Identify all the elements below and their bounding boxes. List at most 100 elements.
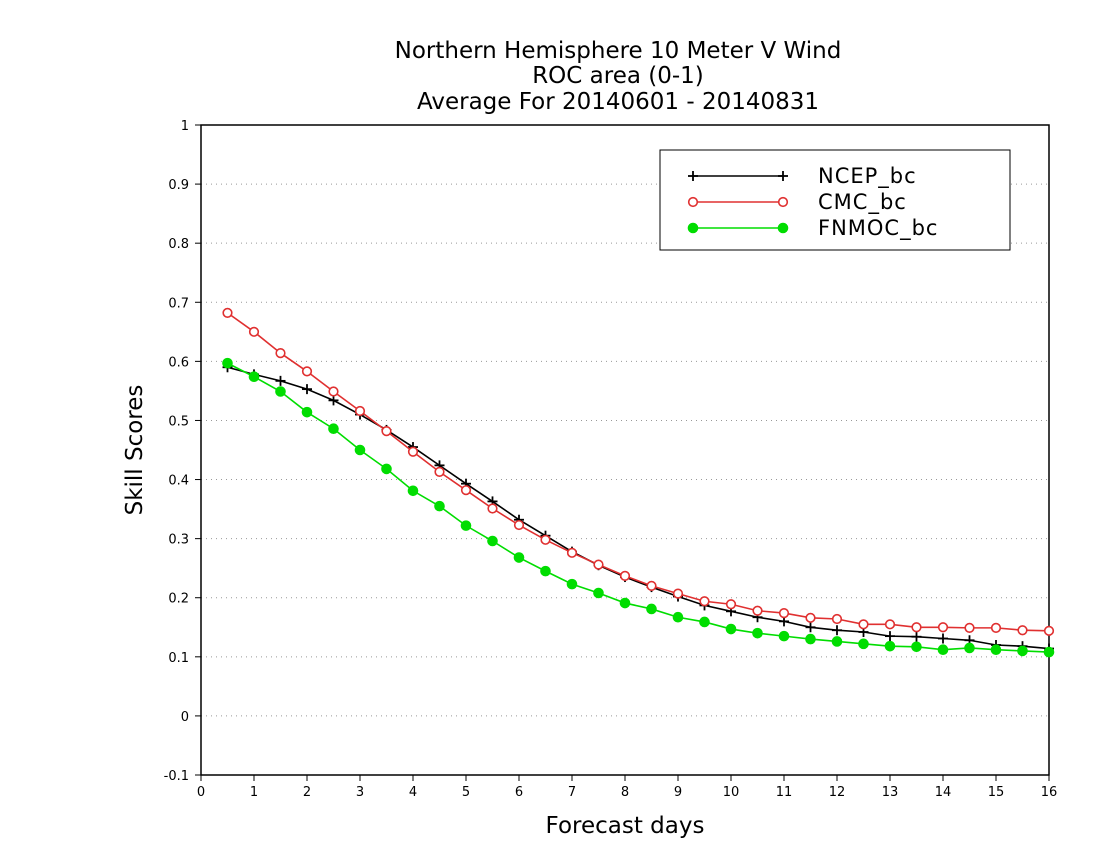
legend-item-cmc-bc: CMC_bc [687, 190, 907, 215]
data-point-fnmoc-bc [301, 406, 313, 418]
y-tick-label: 0.2 [168, 592, 189, 607]
data-point-cmc-bc [964, 622, 975, 633]
data-point-fnmoc-bc [434, 500, 445, 512]
x-tick-label: 4 [409, 785, 417, 800]
data-point-fnmoc-bc [831, 636, 843, 647]
data-point-ncep-bc [328, 395, 339, 406]
data-point-cmc-bc [354, 405, 366, 417]
series-ncep-bc [222, 362, 1054, 654]
data-point-fnmoc-bc [858, 638, 869, 650]
x-tick-label: 6 [515, 785, 523, 800]
y-tick-label: 0 [181, 710, 189, 725]
data-point-cmc-bc [911, 622, 922, 633]
legend-marker [687, 196, 699, 208]
data-point-cmc-bc [752, 605, 763, 616]
series-fnmoc-bc [222, 357, 1055, 658]
data-point-cmc-bc [884, 619, 896, 630]
data-point-fnmoc-bc [964, 642, 975, 654]
data-point-cmc-bc [487, 503, 498, 514]
x-tick-label: 1 [250, 785, 258, 800]
x-tick-label: 10 [723, 785, 740, 800]
x-tick-label: 7 [568, 785, 576, 800]
legend-marker [777, 222, 789, 234]
x-tick-label: 14 [935, 785, 952, 800]
data-point-fnmoc-bc [593, 587, 604, 599]
data-point-cmc-bc [805, 612, 816, 623]
x-tick-label: 3 [356, 785, 364, 800]
chart-subtitle-2: Average For 20140601 - 20140831 [417, 89, 819, 115]
legend-item-ncep-bc: NCEP_bc [688, 164, 917, 189]
data-point-ncep-bc [911, 631, 922, 642]
chart-subtitle: ROC area (0-1) [532, 63, 704, 89]
data-point-fnmoc-bc [540, 565, 551, 577]
y-tick-label: -0.1 [164, 769, 189, 784]
data-point-cmc-bc [222, 307, 233, 319]
legend-label: NCEP_bc [818, 164, 917, 189]
data-point-cmc-bc [513, 519, 525, 531]
data-point-cmc-bc [619, 570, 631, 581]
data-point-fnmoc-bc [699, 616, 710, 628]
y-tick-label: 0.1 [168, 651, 189, 666]
data-point-cmc-bc [540, 534, 551, 545]
data-point-fnmoc-bc [937, 644, 949, 656]
chart-title: Northern Hemisphere 10 Meter V Wind [395, 38, 842, 64]
series-group [222, 307, 1055, 658]
data-point-fnmoc-bc [672, 611, 684, 623]
data-point-cmc-bc [646, 580, 657, 592]
data-point-cmc-bc [381, 425, 392, 437]
legend-label: CMC_bc [818, 190, 907, 215]
data-point-cmc-bc [858, 619, 869, 630]
data-point-fnmoc-bc [990, 644, 1002, 656]
legend-box [659, 149, 1011, 251]
data-point-cmc-bc [460, 485, 472, 496]
series-line-fnmoc-bc [227, 362, 1050, 653]
data-point-fnmoc-bc [778, 630, 790, 642]
y-tick-label: 0.4 [168, 474, 189, 489]
data-point-cmc-bc [725, 599, 737, 610]
data-point-cmc-bc [1017, 625, 1028, 636]
y-tick-label: 0.8 [168, 237, 189, 252]
y-axis-label: Skill Scores [122, 385, 148, 516]
y-tick-label: 0.7 [168, 296, 189, 311]
data-point-fnmoc-bc [1017, 645, 1028, 657]
data-point-cmc-bc [566, 547, 578, 558]
y-tick-label: 0.6 [168, 355, 189, 370]
x-tick-label: 11 [776, 785, 793, 800]
data-point-cmc-bc [275, 347, 286, 359]
axis-ticks: -0.100.10.20.30.40.50.60.70.80.910 1 2 3 4 5 6… [164, 119, 1058, 800]
data-point-fnmoc-bc [566, 578, 578, 590]
data-point-fnmoc-bc [407, 485, 419, 497]
series-cmc-bc [222, 307, 1055, 636]
data-point-cmc-bc [672, 588, 684, 599]
data-point-fnmoc-bc [487, 535, 498, 547]
data-point-fnmoc-bc [275, 386, 286, 397]
data-point-cmc-bc [407, 446, 419, 457]
legend-label: FNMOC_bc [818, 216, 938, 241]
data-point-cmc-bc [937, 622, 949, 633]
x-tick-label: 13 [882, 785, 899, 800]
legend-item-fnmoc-bc: FNMOC_bc [687, 216, 938, 241]
x-tick-label: 2 [303, 785, 311, 800]
data-point-fnmoc-bc [328, 423, 339, 435]
data-point-cmc-bc [593, 559, 604, 570]
grid-lines [201, 183, 1049, 717]
data-point-ncep-bc [805, 622, 816, 633]
data-point-cmc-bc [301, 366, 313, 377]
legend-marker [777, 196, 789, 208]
data-point-cmc-bc [248, 326, 260, 337]
data-point-fnmoc-bc [884, 640, 896, 652]
x-axis-label: Forecast days [546, 813, 705, 839]
data-point-fnmoc-bc [752, 627, 763, 639]
x-tick-label: 12 [829, 785, 846, 800]
data-point-cmc-bc [990, 622, 1002, 633]
data-point-ncep-bc [832, 625, 842, 636]
data-point-fnmoc-bc [725, 623, 737, 635]
data-point-fnmoc-bc [222, 357, 233, 369]
y-tick-label: 1 [181, 119, 189, 134]
data-point-cmc-bc [1043, 625, 1055, 636]
data-point-ncep-bc [302, 384, 312, 395]
x-tick-label: 15 [988, 785, 1005, 800]
data-point-cmc-bc [778, 607, 790, 619]
